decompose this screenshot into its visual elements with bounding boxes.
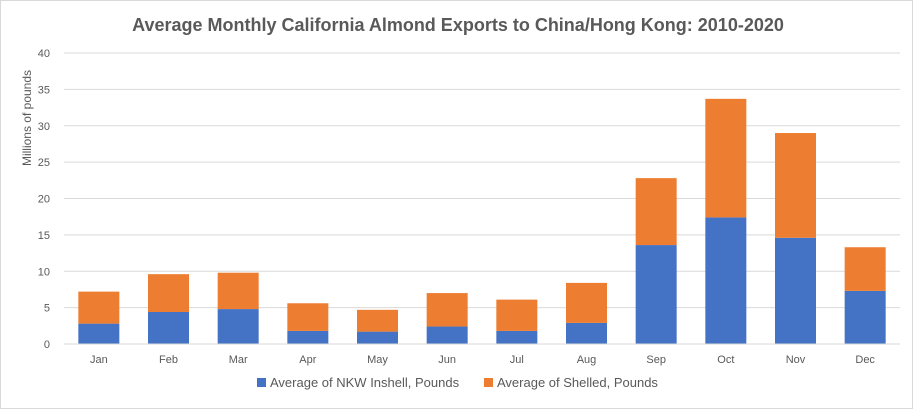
- bar-segment: [357, 331, 398, 344]
- bar-segment: [426, 326, 468, 344]
- bar-segment: [287, 303, 329, 331]
- x-tick-label: Aug: [577, 354, 597, 366]
- bar-segment: [357, 309, 398, 332]
- bar-segment: [287, 330, 329, 344]
- x-tick-label: Sep: [646, 354, 666, 366]
- x-tick-label: Mar: [229, 354, 248, 366]
- bar-segment: [217, 272, 259, 310]
- x-tick-label: Jan: [90, 354, 108, 366]
- bar-segment: [705, 98, 747, 218]
- bar-segment: [426, 293, 468, 327]
- x-tick-label: Apr: [299, 354, 316, 366]
- x-tick-label: Oct: [717, 354, 734, 366]
- legend-swatch: [484, 378, 493, 387]
- y-tick-label: 0: [44, 339, 50, 351]
- chart-title: Average Monthly California Almond Export…: [132, 15, 784, 35]
- bar-segment: [566, 282, 607, 323]
- bar-segment: [635, 245, 677, 344]
- y-tick-label: 25: [38, 157, 50, 169]
- x-tick-label: Dec: [855, 354, 875, 366]
- y-tick-label: 5: [44, 303, 50, 315]
- bar-segment: [844, 247, 886, 291]
- bar-segment: [496, 299, 538, 331]
- x-tick-label: Jun: [438, 354, 456, 366]
- y-tick-label: 15: [38, 230, 50, 242]
- bar-segment: [775, 133, 816, 238]
- legend-swatch: [257, 378, 266, 387]
- y-tick-label: 40: [38, 48, 50, 60]
- bar-segment: [78, 291, 120, 324]
- x-tick-label: Nov: [786, 354, 806, 366]
- bars: [78, 98, 886, 344]
- bar-segment: [635, 178, 677, 246]
- y-tick-label: 35: [38, 84, 50, 96]
- bar-segment: [844, 290, 886, 344]
- x-axis-ticks: Jan Feb Mar Apr May Jun Jul Aug Sep Oct Nov Dec: [90, 354, 875, 366]
- bar-segment: [148, 311, 189, 344]
- bar-segment: [148, 274, 189, 312]
- x-tick-label: Feb: [159, 354, 178, 366]
- bar-segment: [705, 217, 747, 344]
- y-tick-label: 20: [38, 194, 50, 206]
- bar-segment: [217, 309, 259, 344]
- legend-label: Average of Shelled, Pounds: [497, 375, 658, 390]
- gridlines: [64, 52, 900, 309]
- bar-segment: [566, 322, 607, 344]
- bar-segment: [775, 237, 816, 344]
- bar-segment: [78, 323, 120, 344]
- y-axis-ticks: 0 5 10 15 20 25 30 35 40: [38, 48, 50, 351]
- legend: Average of NKW Inshell, Pounds Average of…: [257, 375, 658, 390]
- bar-segment: [496, 330, 538, 344]
- y-axis-title: Millions of pounds: [20, 70, 34, 166]
- y-tick-label: 10: [38, 266, 50, 278]
- legend-label: Average of NKW Inshell, Pounds: [270, 375, 460, 390]
- x-tick-label: Jul: [510, 354, 524, 366]
- y-tick-label: 30: [38, 121, 50, 133]
- x-tick-label: May: [367, 354, 388, 366]
